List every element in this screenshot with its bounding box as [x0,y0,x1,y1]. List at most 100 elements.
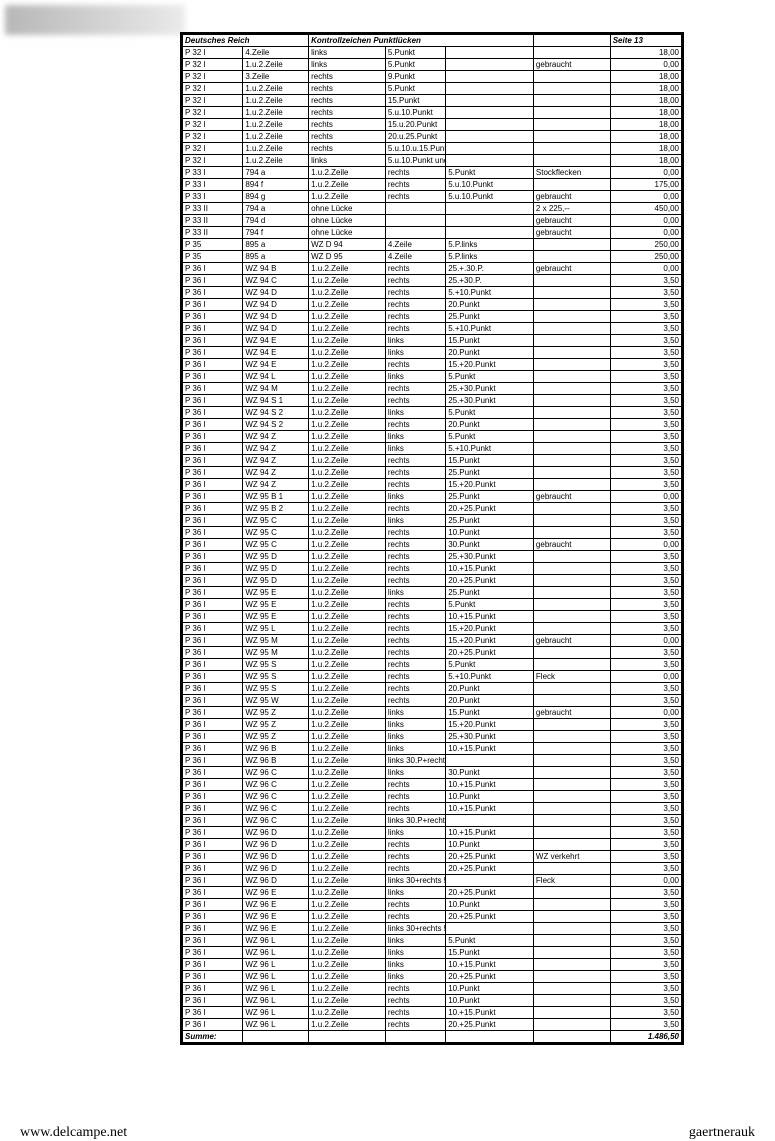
cell: WZ 95 B 1 [243,491,309,503]
cell: 3,50 [610,395,681,407]
cell: P 36 I [183,647,243,659]
cell: rechts [385,575,445,587]
table-row: P 36 IWZ 94 C1.u.2.Zeilerechts25.+30.P.3… [183,275,682,287]
cell: WZ 94 C [243,275,309,287]
cell: WZ 95 S [243,671,309,683]
cell: P 36 I [183,1007,243,1019]
cell: 0,00 [610,215,681,227]
cell: links [309,155,386,167]
cell [533,95,610,107]
cell: 1.u.2.Zeile [309,263,386,275]
cell: P 33 I [183,191,243,203]
cell: 15.+20.Punkt [446,719,534,731]
cell: 3,50 [610,623,681,635]
cell: WZ 95 C [243,527,309,539]
cell: rechts [309,119,386,131]
cell [533,611,610,623]
cell [446,227,534,239]
data-table-container: Deutsches ReichKontrollzeichen Punktlück… [180,32,684,1045]
cell: 5.+10.Punkt [446,443,534,455]
cell: 25.Punkt [446,491,534,503]
cell: 1.u.2.Zeile [309,623,386,635]
cell: 5.Punkt [385,47,445,59]
cell [309,1031,386,1043]
table-row: P 36 IWZ 96 L1.u.2.Zeilerechts20.+25.Pun… [183,1019,682,1031]
cell: 15.Punkt [446,947,534,959]
cell: P 35 [183,239,243,251]
table-row: P 36 IWZ 95 Z1.u.2.Zeilelinks25.+30.Punk… [183,731,682,743]
sum-label: Summe: [183,1031,243,1043]
cell [533,1007,610,1019]
cell: P 36 I [183,587,243,599]
cell: 3,50 [610,935,681,947]
cell: rechts [385,983,445,995]
cell: rechts [385,419,445,431]
table-row: P 33 I894 f1.u.2.Zeilerechts5.u.10.Punkt… [183,179,682,191]
cell: 3,50 [610,299,681,311]
cell: rechts [385,323,445,335]
header-mid: Kontrollzeichen Punktlücken [309,35,534,47]
cell: links [385,719,445,731]
cell: 15.+20.Punkt [446,635,534,647]
header-row: Deutsches ReichKontrollzeichen Punktlück… [183,35,682,47]
cell: 1.u.2.Zeile [309,587,386,599]
cell: links [309,47,386,59]
cell: rechts [385,395,445,407]
table-row: P 36 IWZ 95 M1.u.2.Zeilerechts20.+25.Pun… [183,647,682,659]
cell: P 36 I [183,275,243,287]
cell: 3,50 [610,755,681,767]
cell: 3,50 [610,647,681,659]
cell: P 36 I [183,599,243,611]
cell: P 36 I [183,875,243,887]
cell [533,275,610,287]
cell: P 36 I [183,707,243,719]
cell: WZ 94 Z [243,479,309,491]
cell: links [385,347,445,359]
cell: 18,00 [610,47,681,59]
cell: 3,50 [610,659,681,671]
cell: 10.Punkt [446,899,534,911]
cell [533,395,610,407]
cell: 10.Punkt [446,527,534,539]
cell: links [385,443,445,455]
cell [446,875,534,887]
cell [533,311,610,323]
cell: gebraucht [533,227,610,239]
cell: 3,50 [610,959,681,971]
cell: 15.Punkt [446,455,534,467]
cell: 1.u.2.Zeile [309,791,386,803]
cell: P 36 I [183,407,243,419]
cell: 3,50 [610,611,681,623]
cell [533,347,610,359]
cell [533,155,610,167]
cell: rechts [385,275,445,287]
cell: rechts [385,263,445,275]
cell: WZ 95 Z [243,707,309,719]
table-row: P 36 IWZ 95 E1.u.2.Zeilelinks25.Punkt3,5… [183,587,682,599]
cell [533,1019,610,1031]
cell: ohne Lücke [309,227,386,239]
table-row: P 36 IWZ 96 C1.u.2.Zeilelinks 30.P+recht… [183,815,682,827]
cell: WZ 95 M [243,647,309,659]
cell: 1.u.2.Zeile [309,479,386,491]
cell [243,1031,309,1043]
table-row: P 36 IWZ 95 C1.u.2.Zeilerechts10.Punkt3,… [183,527,682,539]
table-row: P 36 IWZ 94 Z1.u.2.Zeilerechts15.Punkt3,… [183,455,682,467]
cell: 5.Punkt [446,599,534,611]
cell: 10.+15.Punkt [446,803,534,815]
cell: 1.u.2.Zeile [309,491,386,503]
cell: links [385,515,445,527]
cell [533,383,610,395]
cell [446,119,534,131]
cell: 1.u.2.Zeile [309,731,386,743]
cell: 3,50 [610,983,681,995]
cell [446,47,534,59]
cell: WZ 96 L [243,971,309,983]
cell [533,575,610,587]
cell: WZ 94 D [243,299,309,311]
cell [533,995,610,1007]
cell: P 36 I [183,779,243,791]
cell: 0,00 [610,707,681,719]
cell: WZ 95 D [243,575,309,587]
cell [533,731,610,743]
